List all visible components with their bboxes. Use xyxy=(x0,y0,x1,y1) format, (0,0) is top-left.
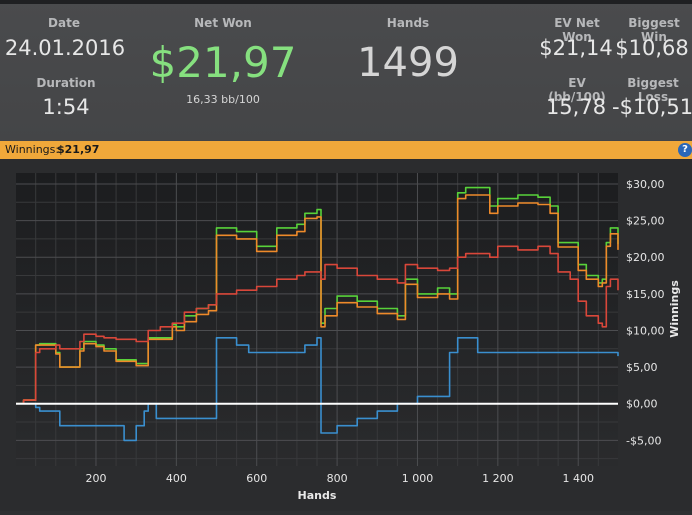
y-axis-label: Winnings xyxy=(668,280,681,338)
duration-value: 1:54 xyxy=(42,95,90,119)
biggest-loss-label: Biggest Loss xyxy=(627,76,679,104)
y-tick-label: $5,00 xyxy=(626,361,658,374)
y-tick-label: $15,00 xyxy=(626,288,665,301)
net-won-label: Net Won xyxy=(194,16,252,30)
banner-label: Winnings: xyxy=(5,143,60,156)
date-label: Date xyxy=(48,16,80,30)
series-line-blue xyxy=(16,337,619,442)
top-edge xyxy=(0,0,692,4)
x-tick-label: 600 xyxy=(246,472,267,485)
biggest-win-value: $10,68 xyxy=(615,36,689,60)
ev-bb100-label: EV (bb/100) xyxy=(548,76,606,104)
x-axis-label: Hands xyxy=(298,489,337,502)
net-won-bb100: 16,33 bb/100 xyxy=(186,93,260,106)
ev-bb100-value: 15,78 xyxy=(545,95,607,119)
hands-label: Hands xyxy=(386,16,430,30)
x-tick-label: 200 xyxy=(85,472,106,485)
banner-value: $21,97 xyxy=(57,143,100,156)
hands-value: 1499 xyxy=(357,40,459,86)
y-tick-label: $25,00 xyxy=(626,215,665,228)
y-tick-label: $10,00 xyxy=(626,324,665,337)
winnings-chart: 200 400 600 800 1 000 1 200 1 400 -$5,00 $0,00 $… xyxy=(0,159,692,511)
x-tick-label: 1 400 xyxy=(562,472,594,485)
session-summary-panel: Date 24.01.2016 Duration 1:54 Net Won $2… xyxy=(0,0,692,141)
y-tick-label: $30,00 xyxy=(626,178,665,191)
help-icon[interactable]: ? xyxy=(678,143,692,157)
ev-net-won-value: $21,14 xyxy=(539,36,613,60)
y-tick-label: $20,00 xyxy=(626,251,665,264)
winnings-chart-svg: 200 400 600 800 1 000 1 200 1 400 -$5,00 $0,00 $… xyxy=(16,173,681,502)
x-tick-label: 800 xyxy=(327,472,348,485)
ev-net-won-label: EV Net Won xyxy=(554,16,600,44)
y-tick-label: $0,00 xyxy=(626,398,658,411)
x-tick-label: 400 xyxy=(166,472,187,485)
duration-label: Duration xyxy=(36,76,96,90)
series-line-red xyxy=(16,245,619,405)
date-value: 24.01.2016 xyxy=(4,36,126,60)
x-tick-label: 1 000 xyxy=(402,472,434,485)
biggest-loss-value: -$10,51 xyxy=(612,95,692,119)
winnings-banner: Winnings: $21,97 ? xyxy=(0,141,692,159)
series-line-orange xyxy=(16,194,619,405)
x-tick-label: 1 200 xyxy=(482,472,514,485)
biggest-win-label: Biggest Win xyxy=(628,16,680,44)
net-won-value: $21,97 xyxy=(149,38,297,87)
y-tick-label: -$5,00 xyxy=(626,434,661,447)
